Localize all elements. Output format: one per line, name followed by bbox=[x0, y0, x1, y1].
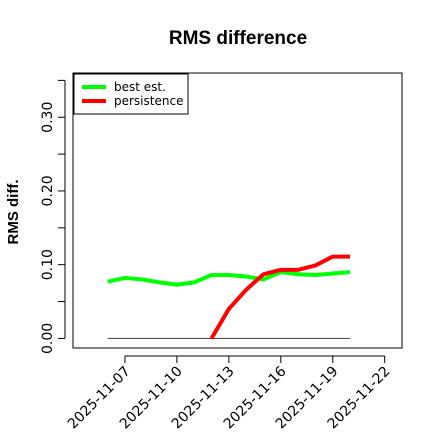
y-tick-label: 0.20 bbox=[40, 175, 56, 206]
series-line-best-est bbox=[107, 270, 351, 287]
y-tick-label: 0.30 bbox=[40, 102, 56, 133]
chart-title: RMS difference bbox=[169, 28, 307, 49]
y-tick-label: 0.00 bbox=[40, 323, 56, 354]
y-tick-label: 0.10 bbox=[40, 249, 56, 280]
series-line-persistence bbox=[209, 254, 351, 340]
legend-label-persistence: persistence bbox=[114, 94, 183, 108]
y-axis-label: RMS diff. bbox=[5, 180, 22, 245]
plot-frame bbox=[72, 72, 403, 349]
legend-label-best-est: best est. bbox=[114, 80, 166, 94]
legend-box bbox=[73, 73, 189, 115]
